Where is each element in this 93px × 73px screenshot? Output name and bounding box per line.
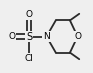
Text: N: N (43, 32, 50, 41)
Text: O: O (74, 32, 81, 41)
Text: O: O (26, 10, 33, 19)
Text: Cl: Cl (25, 54, 33, 63)
Text: S: S (26, 32, 32, 41)
Text: O: O (8, 32, 15, 41)
